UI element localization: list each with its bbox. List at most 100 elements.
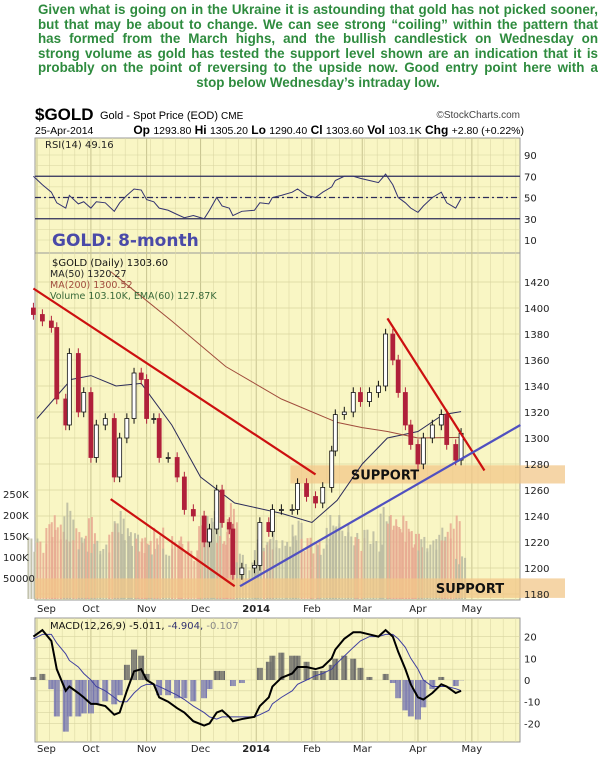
support-label: SUPPORT — [351, 468, 419, 483]
volume-bar — [375, 541, 378, 599]
volume-bar — [316, 545, 319, 599]
price-candle — [402, 392, 408, 426]
volume-tick-label: 200K — [3, 511, 29, 522]
price-candle — [358, 392, 363, 403]
support-label: SUPPORT — [436, 582, 504, 597]
volume-bar — [235, 522, 238, 599]
volume-bar — [86, 551, 89, 599]
price-tick-label: 1420 — [524, 278, 549, 289]
price-candle — [329, 450, 335, 488]
quote-value: +2.80 (+0.22%) — [452, 125, 524, 137]
volume-bar — [72, 540, 75, 599]
macd-signal-line — [33, 633, 462, 720]
price-candle — [181, 476, 187, 510]
price-tick-label: 1280 — [524, 460, 549, 471]
volume-bar — [63, 516, 66, 599]
month-label: Sep — [37, 604, 56, 615]
volume-bar — [120, 533, 123, 599]
volume-bar — [363, 529, 366, 599]
quote-label: Hi — [191, 123, 210, 137]
price-tick-label: 1400 — [524, 304, 549, 315]
quote-summary: Op 1293.80 Hi 1305.20 Lo 1290.40 Cl 1303… — [133, 123, 524, 137]
volume-bar — [458, 521, 461, 599]
support-zone — [35, 578, 565, 598]
volume-bar — [53, 515, 56, 599]
month-label: Sep — [37, 744, 56, 755]
price-candle — [75, 353, 81, 413]
volume-bar — [56, 527, 59, 599]
resistance-trendline — [32, 287, 317, 476]
month-label: Nov — [137, 744, 157, 755]
volume-bar — [303, 551, 306, 599]
price-tick-label: 1220 — [524, 538, 549, 549]
price-candle — [165, 457, 171, 459]
volume-bar — [449, 523, 452, 599]
price-candle — [408, 424, 414, 445]
month-label: Oct — [82, 744, 99, 755]
volume-bar — [372, 543, 375, 599]
volume-bar — [401, 532, 404, 599]
volume-bar — [294, 535, 297, 599]
volume-bar — [306, 538, 309, 599]
support-zone — [290, 465, 565, 484]
rsi-legend: RSI(14) 49.16 — [45, 140, 114, 151]
commentary-line: Given what is going on in the Ukraine it… — [38, 3, 598, 17]
volume-bar — [291, 524, 294, 599]
volume-bar — [113, 521, 116, 599]
volume-bar — [385, 521, 388, 599]
volume-bar — [131, 545, 134, 599]
price-candle — [390, 333, 396, 361]
price-tick-label: 1360 — [524, 356, 549, 367]
volume-tick-label: 50000 — [3, 574, 35, 585]
volume-bar — [187, 549, 190, 599]
price-candle — [453, 444, 459, 461]
volume-bar — [209, 530, 212, 599]
price-tick-label: 1300 — [524, 434, 549, 445]
quote-value: 103.1K — [388, 125, 421, 137]
chart-title: GOLD: 8-month — [52, 231, 199, 251]
price-candle — [320, 486, 326, 504]
month-label: Dec — [191, 744, 210, 755]
price-candle — [230, 528, 236, 575]
volume-bar — [190, 550, 193, 599]
price-tick-label: 1180 — [524, 590, 549, 601]
volume-bar — [146, 543, 149, 599]
volume-bar — [216, 542, 219, 599]
month-label: May — [462, 604, 483, 615]
volume-bar — [332, 525, 335, 599]
volume-bar — [446, 531, 449, 599]
volume-bar — [440, 540, 443, 599]
volume-bar — [219, 536, 222, 599]
price-candle — [174, 457, 180, 478]
volume-bar — [278, 548, 281, 599]
quote-value: 1290.40 — [269, 125, 307, 137]
month-label: Mar — [353, 744, 373, 755]
price-candle — [48, 320, 54, 328]
volume-bar — [66, 502, 69, 599]
volume-bar — [90, 552, 93, 599]
price-candle — [376, 385, 381, 393]
volume-bar — [413, 544, 416, 599]
volume-bar — [159, 535, 162, 599]
price-tick-label: 1380 — [524, 330, 549, 341]
price-candle — [156, 418, 162, 458]
volume-bar — [347, 532, 350, 599]
volume-bar — [392, 529, 395, 599]
volume-bar — [116, 523, 119, 599]
volume-bar — [256, 539, 259, 599]
quote-label: Vol — [364, 123, 388, 137]
price-candle — [444, 414, 450, 445]
volume-bar — [461, 556, 464, 599]
month-label: May — [462, 744, 483, 755]
volume-bar — [162, 548, 165, 599]
month-label: Nov — [137, 604, 157, 615]
ma200-legend: MA(200) 1300.52 — [50, 280, 133, 291]
volume-bar — [123, 540, 126, 599]
volume-bar — [77, 549, 80, 599]
price-candle — [350, 392, 356, 413]
volume-tick-label: 250K — [3, 490, 29, 501]
volume-bar — [137, 534, 140, 599]
price-candle — [415, 444, 421, 465]
price-candle — [207, 528, 212, 543]
